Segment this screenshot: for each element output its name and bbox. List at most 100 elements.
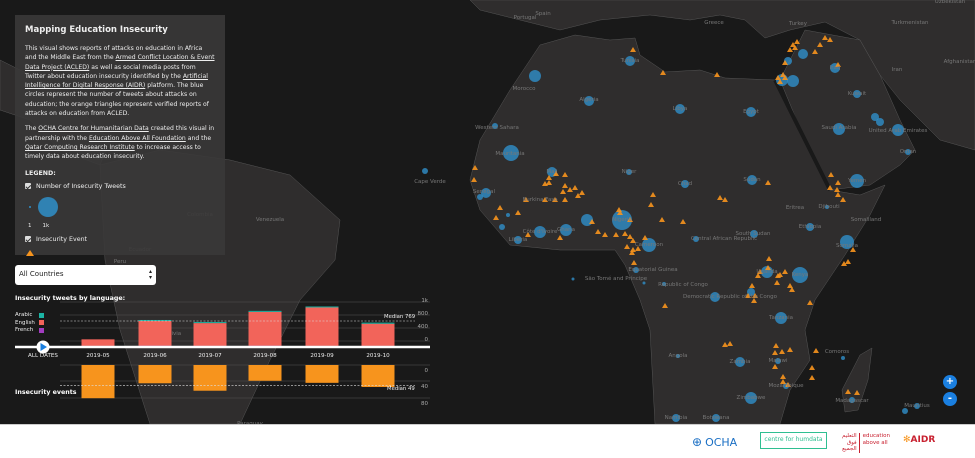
event-triangle [617, 210, 623, 215]
tweet-circle [710, 292, 720, 302]
event-triangle [659, 217, 665, 222]
country-label: Saudi Arabia [821, 125, 857, 131]
events-axis-label: 80 [421, 401, 428, 407]
tweets-axis-label: 1k [421, 298, 428, 304]
tweets-axis-label: 800 [417, 311, 429, 317]
tweet-circle [871, 113, 879, 121]
event-triangle [595, 229, 601, 234]
event-triangle [787, 347, 793, 352]
land-africa [469, 34, 886, 424]
eaa-logo[interactable]: التعليم فوق الجميع education above all [842, 433, 890, 453]
legend-tweets-label: Number of Insecurity Tweets [36, 182, 126, 190]
language-name: French [15, 327, 34, 333]
tweet-circle [840, 235, 854, 249]
humdata-logo[interactable]: centre for humdata [760, 432, 827, 449]
event-triangle [660, 70, 666, 75]
country-label: Zimbabwe [736, 395, 766, 401]
event-triangle [542, 197, 548, 202]
country-label: Cape Verde [414, 179, 446, 185]
country-label: Mali [546, 169, 558, 175]
event-triangle [772, 364, 778, 369]
event-triangle [840, 197, 846, 202]
event-triangle [782, 75, 788, 80]
tweet-circle [499, 224, 505, 230]
legend-events-toggle[interactable]: Insecurity Event [25, 236, 215, 243]
text: as well as social media posts from Twitt… [25, 63, 196, 80]
event-triangle [789, 287, 795, 292]
language-name: English [15, 319, 35, 326]
country-label: Mauritius [904, 403, 930, 409]
tweet-circle [477, 194, 483, 200]
tweets-axis-label: 0 [424, 337, 429, 343]
country-select[interactable]: All Countries ▴ ▾ [15, 265, 156, 285]
country-label: Uganda [756, 269, 778, 275]
aidr-logo-text: AIDR [910, 435, 936, 445]
legend-tweets-toggle[interactable]: Number of Insecurity Tweets [25, 183, 215, 190]
tweets-median-label: Median 769 [384, 314, 416, 320]
language-swatch [39, 327, 44, 333]
event-triangle [827, 37, 833, 42]
tweet-circle [850, 174, 864, 188]
tweets-chart-title: Insecurity tweets by language: [15, 295, 126, 302]
tweet-circle [662, 282, 666, 286]
legend-small-circle [29, 205, 31, 208]
month-label-2019-09[interactable]: 2019-09 [310, 353, 334, 359]
country-label: Somaliland [850, 217, 882, 223]
month-label-2019-08[interactable]: 2019-08 [253, 353, 277, 359]
country-select-value: All Countries [19, 270, 64, 278]
tweet-circle [633, 267, 639, 273]
country-label: Sudan [743, 177, 761, 183]
country-label: Equatorial Guinea [628, 267, 678, 273]
zoom-in-button[interactable]: + [943, 375, 957, 389]
event-triangle [627, 234, 633, 239]
event-triangle [827, 185, 833, 190]
tweet-circle [625, 56, 635, 66]
event-triangle [777, 272, 783, 277]
event-triangle [560, 189, 566, 194]
country-label: Western Sahara [475, 125, 519, 131]
aidr-star-icon: ✻ [903, 435, 911, 445]
event-triangle [828, 172, 834, 177]
country-label: Iraq [829, 65, 841, 71]
event-triangle [774, 280, 780, 285]
ocha-link[interactable]: OCHA Centre for Humanitarian Data [38, 125, 149, 133]
month-label-2019-10[interactable]: 2019-10 [366, 353, 390, 359]
country-label: São Tomé and Príncipe [584, 276, 648, 282]
aidr-link[interactable]: Artificial Intelligence for Digital Resp… [25, 72, 208, 90]
event-triangle [714, 72, 720, 77]
tweets-checkbox[interactable] [25, 183, 31, 190]
event-triangle [787, 47, 793, 52]
month-label-2019-06[interactable]: 2019-06 [143, 353, 167, 359]
tweet-circle [676, 354, 680, 358]
event-triangle [722, 197, 728, 202]
event-triangle [794, 39, 800, 44]
country-label: Kuwait [847, 91, 867, 97]
aidr-logo[interactable]: ✻AIDR [903, 435, 935, 445]
events-axis-label: 0 [424, 368, 429, 374]
events-checkbox[interactable] [25, 236, 31, 243]
acled-link[interactable]: Armed Conflict Location & Event Data Pro… [25, 54, 215, 71]
country-label: South Sudan [735, 231, 771, 237]
country-label: Madagascar [835, 398, 869, 404]
country-label: Côte d'Ivoire [522, 229, 558, 235]
ocha-logo[interactable]: ⊕ OCHA [692, 435, 737, 449]
qcri-link[interactable]: Qatar Computing Research Institute [25, 143, 135, 151]
events-chart-title: Insecurity events [15, 389, 77, 396]
event-triangle [809, 375, 815, 380]
language-legend-item: Arabic [15, 312, 44, 318]
tweet-circle [422, 168, 428, 174]
country-label: Morocco [512, 86, 536, 92]
country-label: Mauritania [495, 151, 525, 157]
event-triangle [648, 202, 654, 207]
country-label: Tunisia [620, 58, 640, 64]
eaa-link[interactable]: Education Above All Foundation [88, 134, 186, 142]
country-label: Paraguay [237, 421, 263, 424]
month-label-2019-07[interactable]: 2019-07 [198, 353, 222, 359]
zoom-out-button[interactable]: - [943, 392, 957, 406]
month-label-all-dates[interactable]: ALL DATES [28, 353, 58, 359]
month-label-2019-05[interactable]: 2019-05 [86, 353, 110, 359]
event-triangle [579, 190, 585, 195]
event-triangle [834, 187, 840, 192]
language-swatch [39, 320, 44, 325]
language-legend-item: English [15, 320, 44, 326]
